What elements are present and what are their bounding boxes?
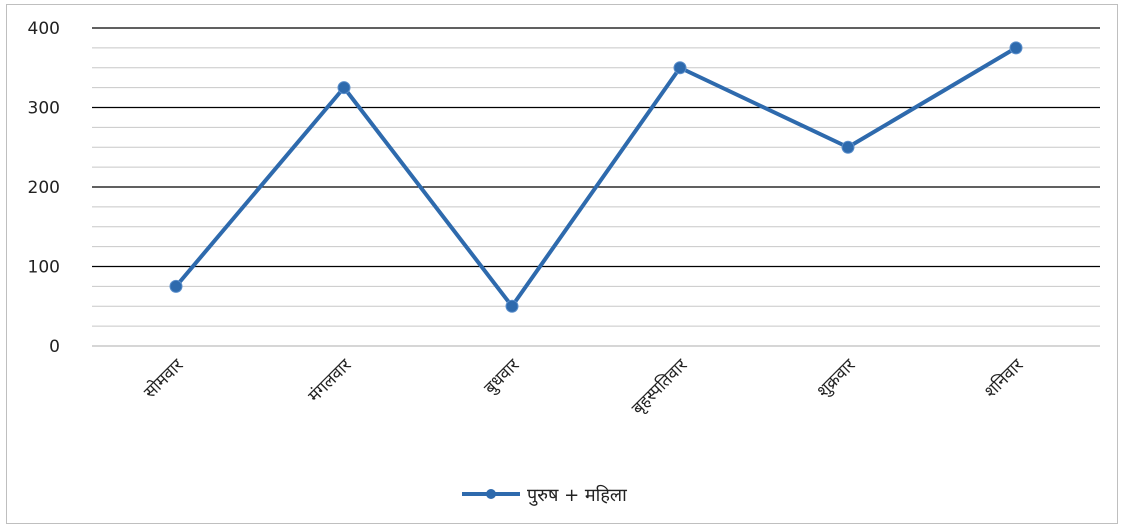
y-tick-label: 300 <box>28 99 60 119</box>
data-point <box>169 279 183 293</box>
x-category-label: शनिवार <box>980 354 1028 402</box>
chart-frame <box>6 4 1118 524</box>
y-tick-label: 100 <box>28 258 60 278</box>
legend-label: पुरुष + महिला <box>527 484 627 506</box>
x-category-label: बुधवार <box>480 355 524 399</box>
legend-marker <box>486 489 496 499</box>
y-tick-label: 0 <box>49 337 60 357</box>
x-category-label: सोमवार <box>140 354 189 403</box>
series-group <box>169 41 1023 313</box>
legend: पुरुष + महिला <box>462 484 627 506</box>
y-tick-label: 200 <box>28 178 60 198</box>
data-point <box>505 299 519 313</box>
series-line <box>174 45 1018 309</box>
data-point <box>337 81 351 95</box>
y-tick-label: 400 <box>28 19 60 39</box>
x-category-label: शुक्रवार <box>813 355 860 402</box>
data-point <box>1009 41 1023 55</box>
data-point <box>673 61 687 75</box>
x-axis: सोमवार मंगलवार बुधवार बृहस्पतिवार शुक्रवार शन… <box>140 354 1029 419</box>
data-point <box>841 140 855 154</box>
x-category-label: मंगलवार <box>305 355 357 407</box>
x-category-label: बृहस्पतिवार <box>627 354 692 419</box>
y-axis: 0 100 200 300 400 <box>28 19 60 357</box>
